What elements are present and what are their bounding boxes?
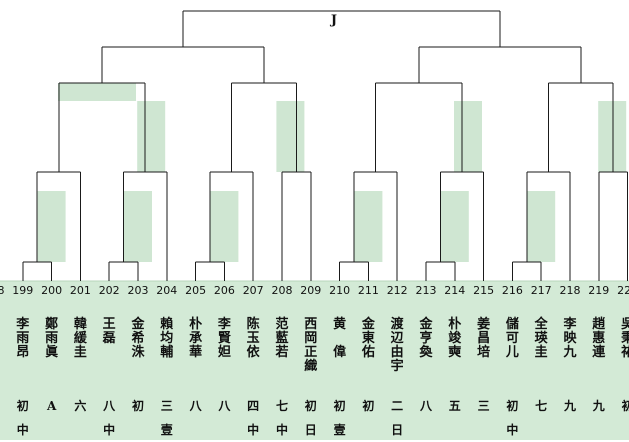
- player-number: 215: [473, 284, 495, 297]
- winner-highlight: [440, 191, 469, 262]
- player-number: 214: [444, 284, 466, 297]
- player-rank: 五: [448, 399, 461, 413]
- player-number: 202: [98, 284, 120, 297]
- player-name: 姜昌培: [477, 317, 491, 360]
- player-number: 219: [588, 284, 610, 297]
- player-name: 儲可儿: [505, 317, 519, 360]
- winner-highlight: [598, 101, 627, 172]
- winner-highlight: [210, 191, 239, 262]
- player-name: 西岡正織: [304, 317, 318, 374]
- player-band: [0, 281, 629, 440]
- winner-highlight: [354, 191, 383, 262]
- player-name: 韓緩圭: [73, 317, 87, 360]
- player-name: 趙惠連: [592, 317, 606, 360]
- winner-highlight: [124, 191, 152, 262]
- player-name: 朴承華: [189, 317, 203, 360]
- player-name: 范藍若: [275, 317, 289, 360]
- player-rank: 初中: [506, 399, 519, 437]
- player-rank: 七: [535, 399, 548, 413]
- player-number: 212: [386, 284, 408, 297]
- player-rank: 九: [563, 399, 576, 413]
- winner-highlight: [37, 191, 66, 262]
- winner-highlight: [454, 101, 482, 172]
- player-rank: 四中: [247, 399, 260, 437]
- player-number: 201: [69, 284, 91, 297]
- player-number: 199: [12, 284, 34, 297]
- player-number: 205: [185, 284, 207, 297]
- player-name: 金亨奐: [419, 317, 433, 360]
- winner-highlight: [527, 191, 556, 262]
- player-number: 200: [41, 284, 63, 297]
- player-name: 吳秉祐: [621, 317, 629, 360]
- winner-highlight: [58, 83, 136, 101]
- player-name: 李賢妲: [217, 317, 231, 360]
- player-name: 鄭雨眞: [45, 317, 59, 360]
- player-rank: 初: [362, 399, 375, 413]
- player-rank: 初壹: [333, 399, 346, 437]
- player-name: 金東佑: [361, 317, 375, 360]
- player-number: 204: [156, 284, 178, 297]
- player-name: 黄 偉: [333, 317, 347, 360]
- player-name: 朴竣奭: [448, 317, 462, 360]
- player-number: 211: [357, 284, 379, 297]
- player-name: 金希洙: [131, 317, 145, 360]
- player-name: 陈玉依: [246, 317, 260, 360]
- player-name: 賴均輔: [160, 317, 174, 360]
- player-rank: 八: [189, 399, 202, 413]
- player-number: 217: [530, 284, 552, 297]
- player-name: 李雨昂: [16, 317, 30, 360]
- player-number: 198: [0, 284, 5, 297]
- winner-highlight: [137, 101, 166, 172]
- player-name: 李映九: [563, 317, 577, 360]
- player-rank: 初中: [16, 399, 29, 437]
- player-rank: 初: [131, 399, 144, 413]
- player-rank: 初: [621, 399, 629, 413]
- player-rank: 九: [592, 399, 605, 413]
- player-rank: 三壹: [160, 399, 173, 437]
- player-rank: 八: [419, 399, 432, 413]
- player-number: 218: [559, 284, 581, 297]
- player-name: 渡辺由宇: [390, 317, 404, 374]
- player-rank: 七中: [275, 399, 288, 437]
- player-rank: 八: [218, 399, 231, 413]
- player-rank: 三: [477, 399, 490, 413]
- player-rank: A: [46, 399, 57, 413]
- player-rank: 初日: [304, 399, 317, 437]
- player-number: 220: [617, 284, 629, 297]
- player-number: 216: [501, 284, 523, 297]
- player-number: 206: [213, 284, 235, 297]
- player-rank: 八中: [103, 399, 116, 437]
- player-number: 209: [300, 284, 322, 297]
- player-number: 213: [415, 284, 437, 297]
- final-label: J: [330, 13, 338, 28]
- player-number: 208: [271, 284, 293, 297]
- player-number: 210: [329, 284, 351, 297]
- player-number: 207: [242, 284, 264, 297]
- winner-highlight: [276, 101, 305, 172]
- player-rank: 六: [74, 399, 87, 413]
- player-name: 王磊: [102, 317, 116, 346]
- player-number: 203: [127, 284, 149, 297]
- player-name: 全瑛圭: [534, 317, 548, 360]
- player-rank: 二日: [391, 399, 404, 437]
